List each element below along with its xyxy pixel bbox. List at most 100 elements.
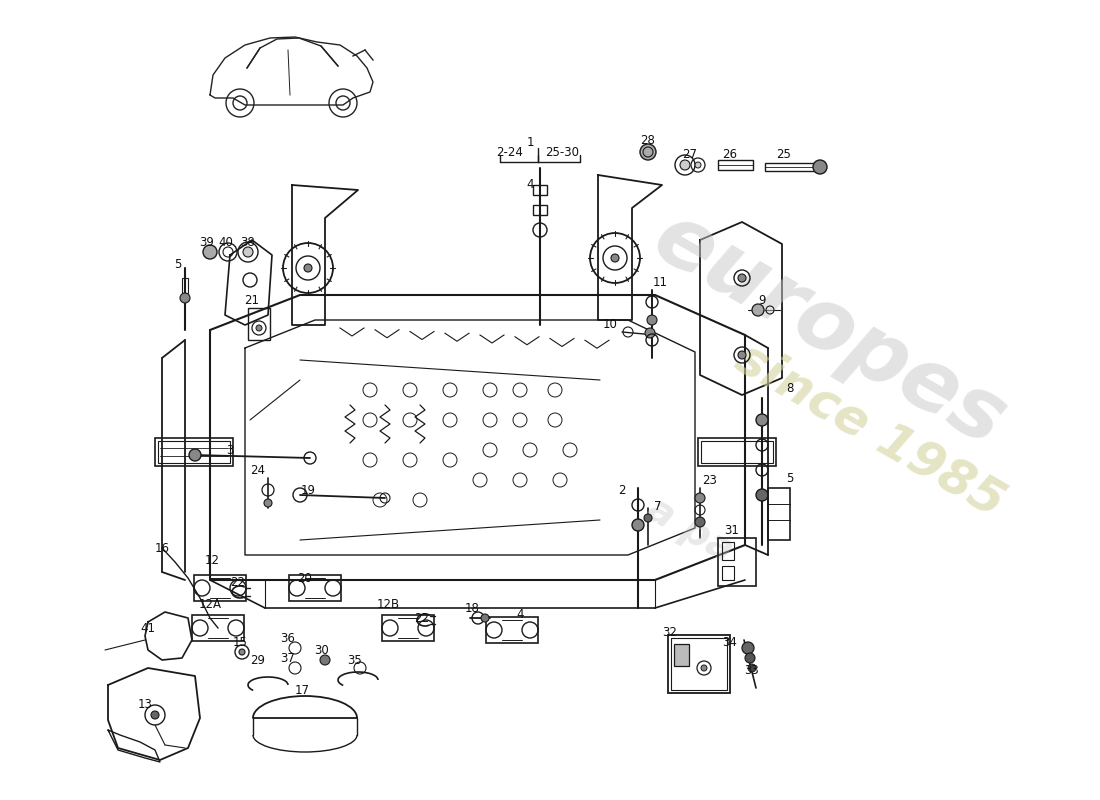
Circle shape: [151, 711, 160, 719]
Bar: [671, 638, 727, 690]
Text: 34: 34: [723, 635, 737, 649]
Text: 2: 2: [618, 483, 626, 497]
Circle shape: [742, 642, 754, 654]
Text: 12: 12: [205, 554, 220, 566]
Text: 31: 31: [725, 523, 739, 537]
Bar: [722, 542, 734, 560]
Text: 13: 13: [138, 698, 153, 711]
Text: 22: 22: [415, 611, 429, 625]
Circle shape: [695, 162, 701, 168]
Bar: [534, 185, 547, 195]
Circle shape: [756, 414, 768, 426]
Bar: [194, 575, 246, 601]
Circle shape: [756, 489, 768, 501]
Bar: [158, 441, 230, 463]
Bar: [382, 615, 435, 641]
Text: 2-24: 2-24: [496, 146, 524, 159]
Text: 16: 16: [154, 542, 169, 554]
Text: 39: 39: [199, 235, 214, 249]
Circle shape: [680, 160, 690, 170]
Bar: [698, 438, 776, 466]
Circle shape: [640, 144, 656, 160]
Bar: [764, 163, 823, 171]
Text: 27: 27: [682, 149, 697, 162]
Bar: [155, 438, 233, 466]
Text: 25-30: 25-30: [544, 146, 579, 159]
Text: 33: 33: [745, 663, 759, 677]
Circle shape: [701, 665, 707, 671]
Circle shape: [738, 274, 746, 282]
Text: 4: 4: [516, 609, 524, 622]
Text: 11: 11: [652, 275, 668, 289]
Text: 18: 18: [464, 602, 480, 614]
Text: 15: 15: [232, 635, 248, 649]
Circle shape: [695, 493, 705, 503]
Text: 1: 1: [526, 137, 534, 150]
Circle shape: [748, 664, 756, 672]
Bar: [718, 160, 754, 170]
Circle shape: [204, 245, 217, 259]
Text: 3: 3: [227, 443, 233, 457]
Circle shape: [189, 449, 201, 461]
Text: 41: 41: [141, 622, 155, 634]
Circle shape: [239, 649, 245, 655]
Bar: [674, 644, 689, 666]
Circle shape: [243, 247, 253, 257]
Bar: [192, 615, 244, 641]
Text: 35: 35: [348, 654, 362, 666]
Text: 8: 8: [786, 382, 794, 394]
Bar: [722, 566, 734, 580]
Text: europes: europes: [639, 196, 1021, 464]
Text: 26: 26: [723, 149, 737, 162]
Text: 10: 10: [603, 318, 617, 331]
Circle shape: [610, 254, 619, 262]
Text: 37: 37: [280, 651, 296, 665]
Text: 36: 36: [280, 631, 296, 645]
Circle shape: [256, 325, 262, 331]
Text: 4: 4: [526, 178, 534, 191]
Circle shape: [738, 351, 746, 359]
Circle shape: [813, 160, 827, 174]
Text: 19: 19: [300, 483, 316, 497]
Text: 5: 5: [174, 258, 182, 271]
Circle shape: [481, 614, 490, 622]
Circle shape: [320, 655, 330, 665]
Text: 25: 25: [777, 149, 791, 162]
Circle shape: [180, 293, 190, 303]
Text: 23: 23: [703, 474, 717, 486]
Circle shape: [304, 264, 312, 272]
Text: a pa: a pa: [640, 490, 740, 570]
Text: 32: 32: [662, 626, 678, 638]
Circle shape: [647, 315, 657, 325]
Bar: [486, 617, 538, 643]
Circle shape: [264, 499, 272, 507]
Bar: [534, 205, 547, 215]
Text: 20: 20: [298, 571, 312, 585]
Circle shape: [752, 304, 764, 316]
Circle shape: [695, 517, 705, 527]
Bar: [768, 488, 790, 540]
Circle shape: [745, 653, 755, 663]
Text: 22: 22: [231, 577, 245, 590]
Text: 30: 30: [315, 643, 329, 657]
Text: 12B: 12B: [376, 598, 399, 611]
Text: 21: 21: [244, 294, 260, 306]
Text: 28: 28: [640, 134, 656, 146]
Text: 40: 40: [219, 235, 233, 249]
Bar: [668, 635, 730, 693]
Circle shape: [632, 519, 644, 531]
Text: 29: 29: [251, 654, 265, 666]
Text: since 1985: since 1985: [727, 334, 1013, 526]
Bar: [718, 538, 756, 586]
Bar: [701, 441, 773, 463]
Text: 38: 38: [241, 235, 255, 249]
Circle shape: [644, 514, 652, 522]
Text: 12A: 12A: [198, 598, 221, 611]
Text: 17: 17: [295, 683, 309, 697]
Text: 7: 7: [654, 499, 662, 513]
Text: 24: 24: [251, 463, 265, 477]
Bar: [289, 575, 341, 601]
Text: 9: 9: [758, 294, 766, 306]
Bar: [248, 308, 270, 340]
Text: 5: 5: [786, 471, 794, 485]
